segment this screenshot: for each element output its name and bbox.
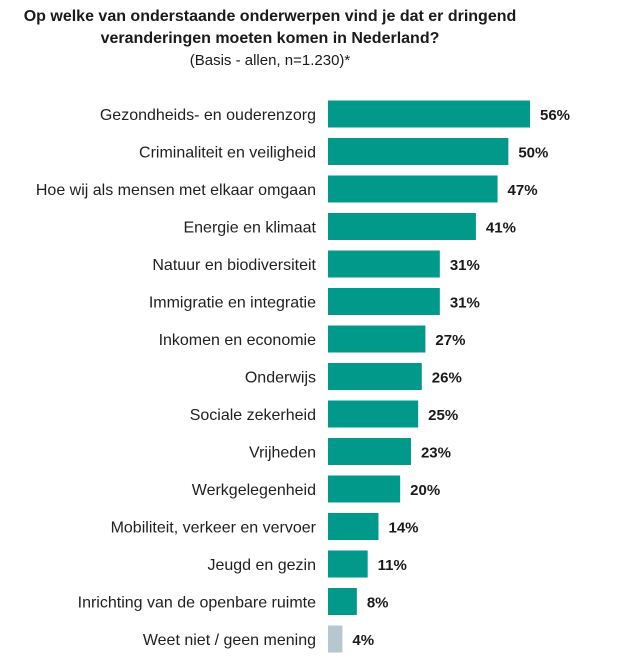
value-label: 8% <box>367 595 389 612</box>
value-label: 27% <box>435 332 465 349</box>
value-label: 23% <box>421 445 451 462</box>
bar <box>328 438 411 465</box>
chart-title-block: Op welke van onderstaande onderwerpen vi… <box>0 6 540 71</box>
category-label: Onderwijs <box>245 370 316 387</box>
bar <box>328 175 498 203</box>
chart-subtitle: (Basis - allen, n=1.230)* <box>189 52 351 69</box>
value-label: 47% <box>508 182 538 199</box>
bar <box>328 288 440 315</box>
bar <box>328 513 379 540</box>
category-label: Gezondheids- en ouderenzorg <box>100 107 316 124</box>
category-label: Werkgelegenheid <box>192 482 316 499</box>
chart-title-line-1: Op welke van onderstaande onderwerpen vi… <box>23 8 517 25</box>
value-label: 31% <box>450 257 480 274</box>
category-label: Energie en klimaat <box>183 220 316 237</box>
category-label: Hoe wij als mensen met elkaar omgaan <box>36 182 316 199</box>
value-label: 41% <box>486 220 516 237</box>
value-label: 31% <box>450 295 480 312</box>
bar <box>328 625 343 653</box>
bar <box>328 550 368 578</box>
bar <box>328 250 440 278</box>
value-label: 25% <box>428 407 458 424</box>
bar <box>328 475 401 503</box>
category-label: Mobiliteit, verkeer en vervoer <box>111 520 317 537</box>
category-label: Criminaliteit en veiligheid <box>139 145 316 162</box>
bar <box>328 100 530 128</box>
value-label: 20% <box>410 482 440 499</box>
category-label: Inkomen en economie <box>159 332 317 349</box>
value-label: 50% <box>518 145 548 162</box>
bar <box>328 213 476 240</box>
value-label: 11% <box>378 557 407 574</box>
bar <box>328 138 509 165</box>
category-label: Natuur en biodiversiteit <box>152 257 316 274</box>
category-label: Immigratie en integratie <box>149 295 316 312</box>
category-label: Inrichting van de openbare ruimte <box>78 595 316 612</box>
category-label: Jeugd en gezin <box>207 557 316 574</box>
category-label: Sociale zekerheid <box>190 407 316 424</box>
value-label: 56% <box>540 107 570 124</box>
chart-title-line-2: veranderingen moeten komen in Nederland? <box>100 30 440 47</box>
category-label: Weet niet / geen mening <box>143 632 316 649</box>
bar <box>328 363 422 390</box>
category-label: Vrijheden <box>249 445 316 462</box>
bar <box>328 588 357 615</box>
bar <box>328 400 419 428</box>
value-label: 26% <box>432 370 462 387</box>
value-label: 4% <box>352 632 374 649</box>
value-label: 14% <box>389 520 419 537</box>
bar <box>328 325 426 353</box>
